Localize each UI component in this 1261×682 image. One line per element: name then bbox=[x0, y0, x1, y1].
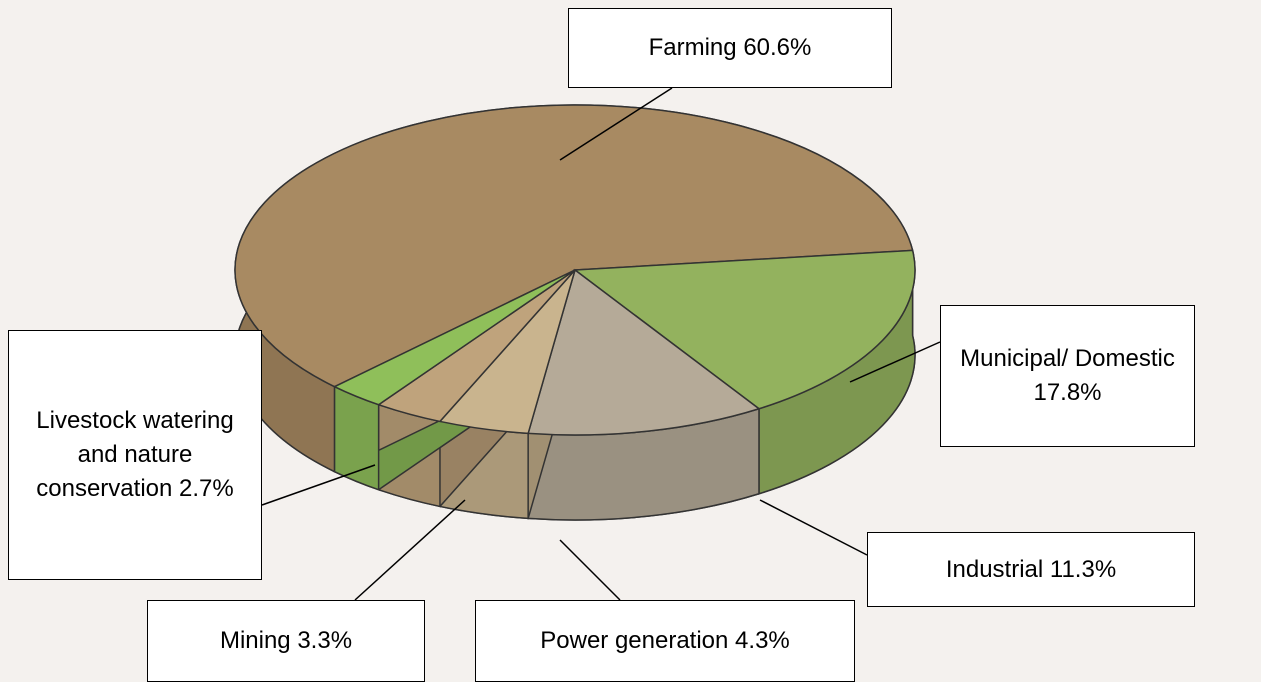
value-label: 60.6% bbox=[743, 34, 811, 61]
value-label: 4.3% bbox=[735, 627, 790, 654]
leader-line bbox=[355, 500, 465, 600]
leader-line bbox=[262, 465, 375, 505]
slice-label: Mining 3.3% bbox=[147, 600, 425, 682]
value-label: 11.3% bbox=[1050, 556, 1116, 583]
slice-label: Farming 60.6% bbox=[568, 8, 892, 88]
leader-line bbox=[560, 540, 620, 600]
category-name: Industrial bbox=[946, 556, 1043, 583]
category-name: Mining bbox=[220, 627, 291, 654]
label-text: Power generation 4.3% bbox=[540, 624, 790, 658]
slice-label: Municipal/ Domestic 17.8% bbox=[940, 305, 1195, 447]
value-label: 17.8% bbox=[1033, 379, 1101, 406]
label-text: Municipal/ Domestic 17.8% bbox=[951, 342, 1184, 410]
slice-label: Power generation 4.3% bbox=[475, 600, 855, 682]
label-text: Mining 3.3% bbox=[220, 624, 352, 658]
category-name: Power generation bbox=[540, 627, 728, 654]
label-text: Farming 60.6% bbox=[649, 31, 812, 65]
label-text: Industrial 11.3% bbox=[946, 553, 1116, 587]
page: Farming 60.6% Municipal/ Domestic 17.8% In… bbox=[0, 0, 1261, 682]
slice-label: Industrial 11.3% bbox=[867, 532, 1195, 607]
category-name: Farming bbox=[649, 34, 737, 61]
label-text: Livestock watering and nature conservati… bbox=[19, 404, 251, 506]
value-label: 3.3% bbox=[297, 627, 352, 654]
slice-label: Livestock watering and nature conservati… bbox=[8, 330, 262, 580]
category-name: Municipal/ Domestic bbox=[960, 345, 1175, 372]
leader-line bbox=[760, 500, 867, 555]
value-label: 2.7% bbox=[179, 475, 234, 502]
pie-tops bbox=[235, 105, 915, 435]
